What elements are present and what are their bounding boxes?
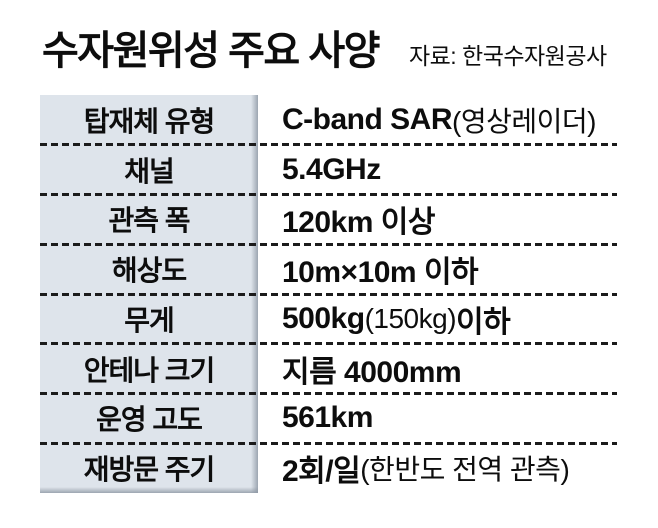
table-row: 재방문 주기 2회/일 (한반도 전역 관측) bbox=[40, 443, 617, 493]
table-row: 안테나 크기 지름 4000mm bbox=[40, 344, 617, 395]
spec-value: 지름 4000mm bbox=[258, 344, 617, 394]
spec-label: 탑재체 유형 bbox=[83, 105, 216, 137]
spec-value: 10m×10m 이하 bbox=[258, 244, 617, 294]
spec-table: 탑재체 유형 C-band SAR (영상레이더) 채널 5.4GHz 관측 폭 120km… bbox=[40, 95, 617, 493]
page-title: 수자원위성 주요 사양 bbox=[42, 29, 380, 73]
spec-label: 채널 bbox=[124, 155, 175, 187]
spec-value-main: 이하 bbox=[456, 305, 511, 339]
spec-value-main: 500kg bbox=[282, 301, 365, 335]
spec-label: 재방문 주기 bbox=[83, 454, 216, 486]
spec-value-main: 5.4GHz bbox=[282, 152, 381, 186]
spec-label: 관측 폭 bbox=[108, 205, 190, 237]
header: 수자원위성 주요 사양 자료: 한국수자원공사 bbox=[42, 26, 607, 76]
spec-value-note: (한반도 전역 관측) bbox=[360, 454, 570, 486]
spec-value: C-band SAR (영상레이더) bbox=[258, 95, 617, 145]
spec-value-note: (영상레이더) bbox=[452, 105, 596, 137]
spec-value-main: 10m×10m 이하 bbox=[282, 256, 479, 290]
spec-label: 안테나 크기 bbox=[83, 354, 216, 386]
spec-value-main: 지름 4000mm bbox=[282, 355, 462, 389]
spec-label: 운영 고도 bbox=[96, 404, 203, 436]
table-row: 채널 5.4GHz bbox=[40, 145, 617, 196]
spec-label: 해상도 bbox=[111, 255, 187, 287]
spec-value: 2회/일 (한반도 전역 관측) bbox=[258, 443, 617, 493]
spec-label: 무게 bbox=[124, 304, 175, 336]
source-label: 자료: 한국수자원공사 bbox=[408, 43, 607, 69]
spec-value-main: 2회/일 bbox=[282, 455, 361, 489]
table-row: 운영 고도 561km bbox=[40, 394, 617, 445]
spec-value-main: C-band SAR bbox=[282, 102, 453, 136]
table-row: 해상도 10m×10m 이하 bbox=[40, 244, 617, 296]
spec-value-main: 561km bbox=[282, 401, 373, 435]
spec-value: 500kg (150kg) 이하 bbox=[258, 294, 617, 344]
spec-value: 561km bbox=[258, 394, 617, 444]
spec-value: 5.4GHz bbox=[258, 145, 617, 195]
spec-value-main: 120km 이상 bbox=[282, 206, 435, 240]
spec-value: 120km 이상 bbox=[258, 195, 617, 245]
table-row: 탑재체 유형 C-band SAR (영상레이더) bbox=[40, 95, 617, 146]
table-row: 관측 폭 120km 이상 bbox=[40, 195, 617, 246]
table-row: 무게 500kg (150kg) 이하 bbox=[40, 294, 617, 345]
spec-value-note: (150kg) bbox=[364, 302, 457, 334]
